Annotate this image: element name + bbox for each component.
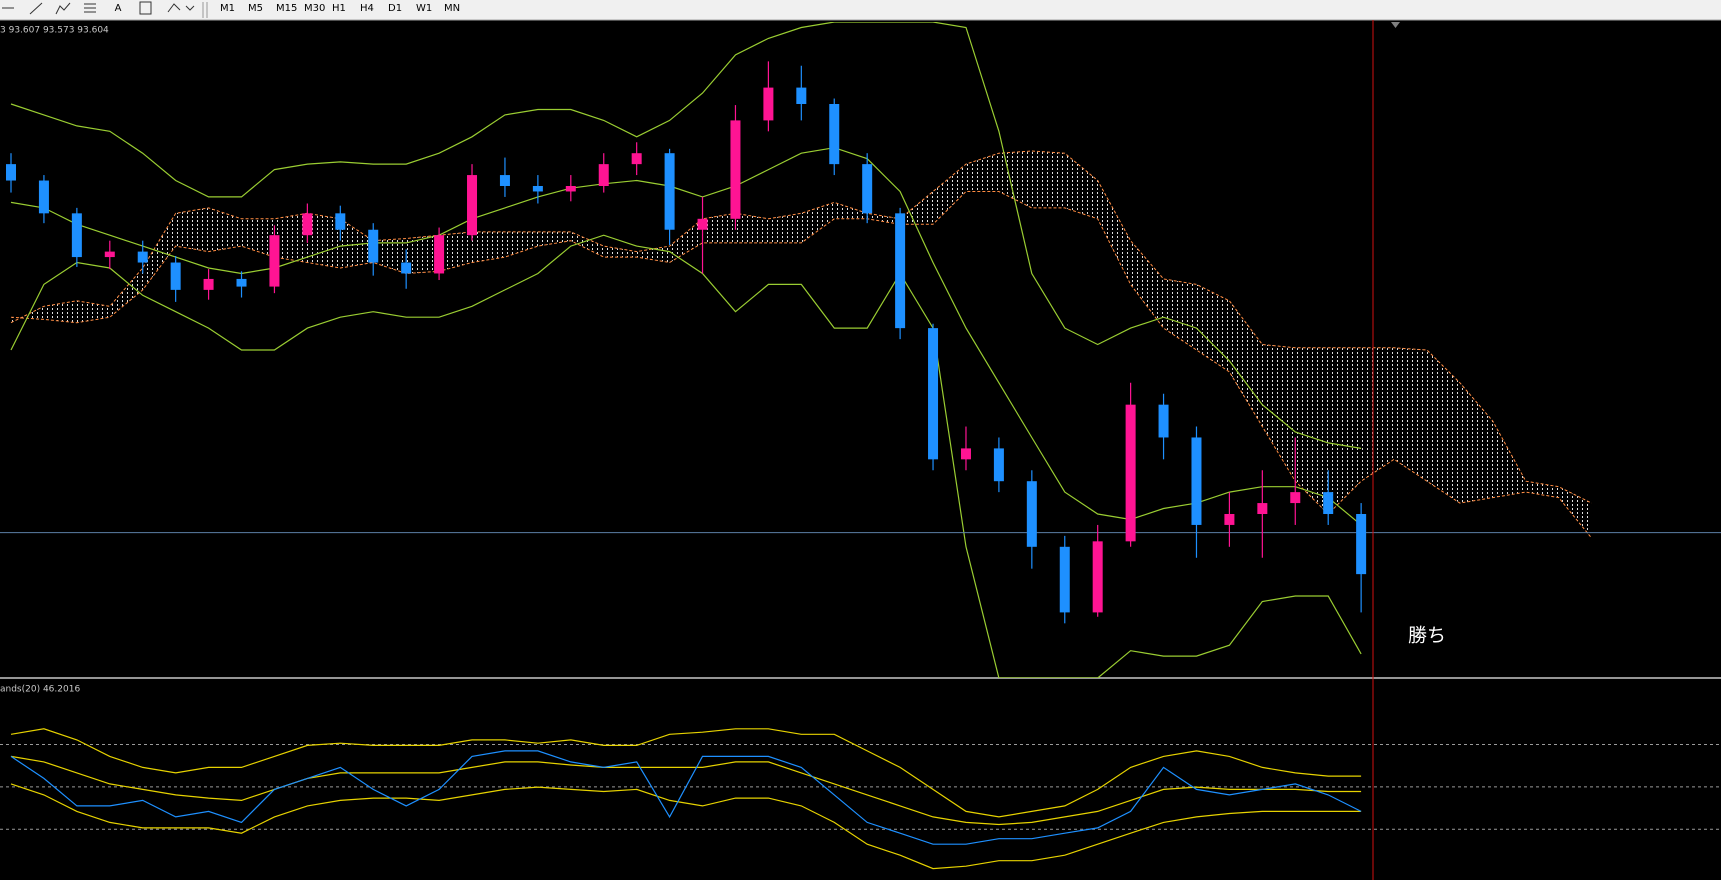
toolbar-bg <box>0 0 1721 20</box>
candle-body <box>895 213 906 329</box>
candle-body <box>38 180 49 214</box>
candle-body <box>862 164 873 214</box>
candle-body <box>960 448 971 460</box>
candle-body <box>1026 481 1037 547</box>
timeframe-button[interactable]: MN <box>444 3 460 14</box>
candle-body <box>730 120 741 219</box>
candle-body <box>71 213 82 258</box>
candle-body <box>203 278 214 290</box>
candle-body <box>1257 503 1268 514</box>
toolbar: A <box>0 0 1721 21</box>
candle-body <box>664 153 675 230</box>
fibo-tool[interactable] <box>84 3 96 13</box>
candle-body <box>1191 437 1202 525</box>
cloud-span-a <box>10 150 1592 504</box>
arrows-tool[interactable] <box>167 3 195 13</box>
candle-body <box>1224 514 1235 525</box>
candle-body <box>499 175 510 186</box>
rsi-band-lower <box>10 783 1362 870</box>
candle-body <box>269 235 280 287</box>
candle-body <box>6 164 16 181</box>
candle-body <box>829 104 840 165</box>
rsi-line <box>10 750 1362 845</box>
label-tool[interactable] <box>139 1 152 15</box>
candle-body <box>928 328 939 460</box>
candle-body <box>1290 492 1301 504</box>
candle-body <box>1356 514 1367 575</box>
timeframes: M1 M5 M15 M30 H1 H4 D1 W1 MN <box>220 3 460 14</box>
candle-body <box>104 251 115 258</box>
candle-body <box>1158 404 1169 438</box>
band-upper <box>10 22 1362 449</box>
candle-body <box>532 186 543 192</box>
channel-tool[interactable] <box>55 2 71 15</box>
candle-body <box>565 186 576 192</box>
timeframe-button[interactable]: M30 <box>304 3 325 14</box>
rsi-band-middle <box>10 755 1362 826</box>
timeframe-button[interactable]: W1 <box>416 3 432 14</box>
candle-body <box>1125 404 1136 542</box>
timeframe-button[interactable]: H4 <box>360 3 374 14</box>
candle-body <box>170 262 181 290</box>
candle-body <box>796 87 807 104</box>
band-middle <box>10 147 1362 526</box>
price-header: 3 93.607 93.573 93.604 <box>0 26 109 36</box>
candle-body <box>467 175 478 236</box>
indicator-panel <box>0 728 1721 870</box>
candle-body <box>368 229 379 263</box>
candle-body <box>1092 541 1103 613</box>
candle-body <box>302 213 313 236</box>
candle-body <box>763 87 774 121</box>
text-tool[interactable]: A <box>115 3 122 14</box>
candle-body <box>697 218 708 230</box>
indicator-label: ands(20) 46.2016 <box>0 685 80 695</box>
timeframe-button[interactable]: M5 <box>248 3 263 14</box>
cloud-fill <box>11 151 1592 539</box>
timeframe-button[interactable]: M15 <box>276 3 297 14</box>
candle-body <box>401 262 412 274</box>
candle-body <box>993 448 1004 482</box>
candle-body <box>631 153 642 165</box>
trendline-tool[interactable] <box>29 2 43 15</box>
band-lower <box>10 234 1362 678</box>
candle-body <box>1323 492 1334 514</box>
rsi-band-upper <box>10 728 1362 818</box>
candle-body <box>434 235 445 274</box>
candle-body <box>236 278 247 287</box>
candle-body <box>335 213 346 230</box>
timeframe-button[interactable]: D1 <box>388 3 402 14</box>
candle-body <box>1059 546 1070 613</box>
main-panel <box>0 22 1721 678</box>
annotation: 勝ち <box>1408 625 1446 647</box>
candle-body <box>598 164 609 186</box>
timeframe-button[interactable]: M1 <box>220 3 235 14</box>
shift-marker <box>1391 22 1400 28</box>
timeframe-button[interactable]: H1 <box>332 3 346 14</box>
candle-body <box>137 251 148 263</box>
